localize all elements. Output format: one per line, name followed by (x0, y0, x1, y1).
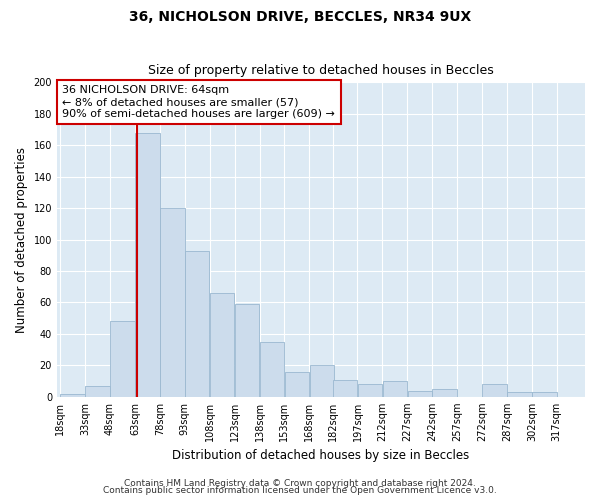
Y-axis label: Number of detached properties: Number of detached properties (15, 146, 28, 332)
Bar (284, 372, 309, 397)
Text: 36, NICHOLSON DRIVE, BECCLES, NR34 9UX: 36, NICHOLSON DRIVE, BECCLES, NR34 9UX (129, 10, 471, 24)
Bar (358, 384, 382, 397)
Title: Size of property relative to detached houses in Beccles: Size of property relative to detached ho… (148, 64, 494, 77)
Bar (110, 322, 135, 397)
Bar (407, 390, 432, 397)
Bar (235, 304, 259, 397)
Bar (135, 132, 160, 397)
Bar (160, 208, 185, 397)
X-axis label: Distribution of detached houses by size in Beccles: Distribution of detached houses by size … (172, 450, 470, 462)
Bar (61, 394, 85, 397)
Bar (260, 342, 284, 397)
Bar (433, 389, 457, 397)
Bar (85, 386, 110, 397)
Bar (383, 381, 407, 397)
Bar (310, 366, 334, 397)
Bar (185, 250, 209, 397)
Bar (482, 384, 507, 397)
Text: 36 NICHOLSON DRIVE: 64sqm
← 8% of detached houses are smaller (57)
90% of semi-d: 36 NICHOLSON DRIVE: 64sqm ← 8% of detach… (62, 86, 335, 118)
Text: Contains public sector information licensed under the Open Government Licence v3: Contains public sector information licen… (103, 486, 497, 495)
Bar (210, 293, 235, 397)
Bar (333, 380, 357, 397)
Bar (532, 392, 557, 397)
Bar (507, 392, 532, 397)
Text: Contains HM Land Registry data © Crown copyright and database right 2024.: Contains HM Land Registry data © Crown c… (124, 478, 476, 488)
